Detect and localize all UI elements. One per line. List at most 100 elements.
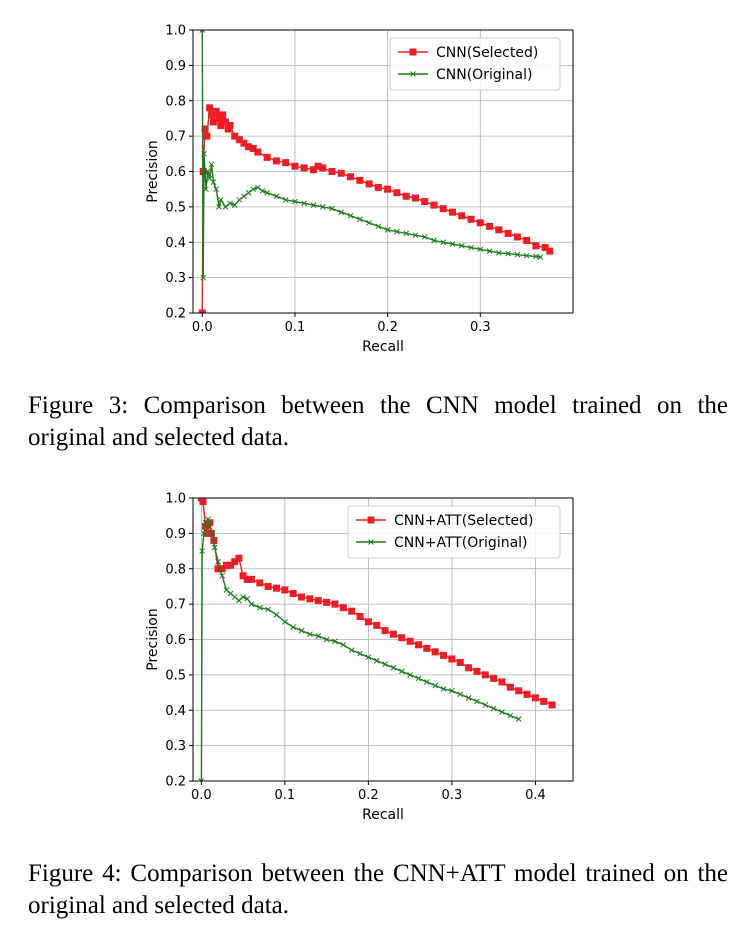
data-point-x	[340, 641, 347, 648]
data-point-square	[249, 145, 257, 153]
data-point-x	[373, 657, 380, 664]
data-point-square	[212, 107, 220, 115]
data-point-x	[332, 638, 338, 645]
data-point-square	[319, 164, 327, 172]
marker-stroke	[206, 523, 213, 530]
data-point-x	[356, 216, 363, 223]
data-point-square	[523, 690, 531, 698]
data-point-x	[248, 601, 255, 607]
data-point-square	[458, 212, 466, 220]
figure-4-caption: Figure 4: Comparison between the CNN+ATT…	[28, 860, 728, 919]
marker-stroke	[231, 594, 238, 600]
plot-data	[198, 30, 554, 313]
marker-stroke	[208, 161, 215, 168]
data-point-square	[467, 215, 475, 223]
figure-3-caption: Figure 3: Comparison between the CNN mod…	[28, 392, 728, 451]
marker-stroke	[384, 227, 391, 233]
marker-stroke	[219, 572, 226, 579]
data-point-x	[496, 250, 502, 256]
marker-stroke	[347, 212, 354, 219]
data-point-x	[533, 253, 539, 260]
y-tick-label: 1.0	[165, 24, 186, 39]
data-point-x	[282, 196, 289, 203]
data-point-square	[440, 651, 448, 659]
marker-stroke	[216, 204, 222, 210]
y-tick-label: 1.0	[165, 492, 186, 507]
data-point-square	[532, 242, 540, 250]
y-tick-label: 0.2	[165, 307, 186, 322]
data-point-x	[310, 202, 317, 208]
data-point-square	[231, 558, 239, 566]
data-point-square	[515, 687, 523, 695]
data-point-square	[214, 565, 222, 573]
marker-stroke	[204, 168, 211, 175]
data-point-x	[523, 252, 530, 259]
data-point-square	[198, 309, 206, 313]
data-point-x	[301, 200, 308, 207]
series-line-0	[201, 107, 551, 313]
data-point-square	[207, 529, 215, 537]
data-point-square	[206, 519, 214, 527]
y-tick-label: 0.7	[165, 130, 186, 145]
marker-stroke	[440, 239, 447, 246]
data-point-square	[381, 627, 389, 635]
marker-stroke	[431, 237, 437, 244]
legend-box	[347, 505, 561, 559]
data-point-square	[504, 229, 512, 237]
data-point-square	[240, 139, 248, 147]
marker-stroke	[217, 196, 224, 203]
marker-stroke	[199, 30, 203, 33]
marker-stroke	[213, 186, 220, 193]
marker-stroke	[198, 778, 203, 781]
data-point-x	[474, 698, 480, 705]
data-point-x	[449, 241, 456, 247]
marker-stroke	[248, 601, 255, 607]
data-point-x	[213, 186, 220, 193]
marker-stroke	[449, 241, 456, 247]
data-point-x	[403, 230, 410, 237]
data-point-square	[384, 185, 392, 193]
data-point-x	[209, 530, 216, 537]
data-point-x	[486, 248, 493, 254]
marker-stroke	[366, 219, 372, 226]
data-point-square	[481, 671, 489, 679]
data-point-x	[244, 595, 251, 602]
marker-stroke	[440, 686, 447, 692]
marker-stroke	[298, 627, 305, 634]
legend-marker-square	[367, 516, 375, 524]
chart-2: 0.0 0.1 0.2 0.3 0.4 0.2 0.3 0.4 0.5 0.6 0.7 0.8 0.9 1…	[145, 492, 574, 823]
data-point-x	[457, 691, 464, 698]
data-point-square	[224, 125, 232, 133]
marker-stroke	[256, 604, 263, 611]
data-point-square	[201, 125, 209, 133]
data-point-x	[365, 654, 372, 661]
marker-stroke	[486, 248, 493, 254]
data-point-square	[406, 637, 414, 645]
data-point-square	[421, 198, 429, 206]
data-point-x	[199, 30, 206, 33]
marker-stroke	[421, 234, 428, 240]
data-point-square	[364, 618, 372, 626]
plot-data	[197, 498, 556, 781]
marker-stroke	[199, 548, 206, 554]
marker-stroke	[496, 250, 502, 256]
data-point-x	[265, 606, 272, 613]
marker-stroke	[273, 611, 280, 618]
data-point-x	[210, 179, 217, 185]
data-point-x	[431, 237, 437, 244]
data-point-x	[382, 661, 388, 668]
marker-stroke	[537, 254, 544, 260]
marker-stroke	[227, 200, 233, 207]
y-tick-label: 0.9	[165, 59, 186, 74]
marker-stroke	[301, 200, 308, 207]
marker-stroke	[390, 664, 397, 671]
marker-stroke	[223, 587, 230, 593]
data-point-x	[421, 234, 428, 240]
data-point-square	[548, 701, 556, 709]
data-point-square	[402, 192, 410, 200]
marker-stroke	[241, 193, 247, 200]
marker-stroke	[490, 705, 497, 712]
data-point-square	[331, 600, 339, 608]
marker-stroke	[507, 712, 514, 719]
legend: CNN+ATT(Selected) CNN+ATT(Original)	[347, 505, 561, 559]
